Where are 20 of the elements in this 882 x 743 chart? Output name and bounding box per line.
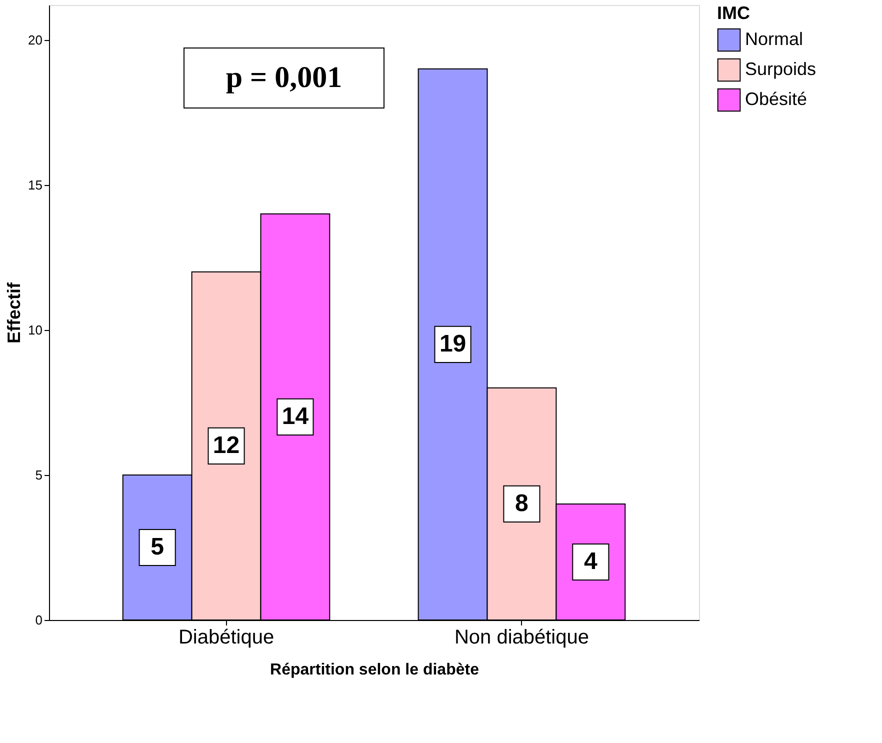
data-label: 8 — [515, 490, 528, 517]
legend-title: IMC — [717, 3, 750, 23]
x-axis-title: Répartition selon le diabète — [270, 662, 480, 678]
y-axis-title: Effectif — [4, 281, 24, 344]
y-tick-label: 5 — [35, 467, 42, 482]
legend-label: Normal — [745, 29, 804, 49]
annotation: p = 0,001 — [226, 61, 342, 94]
legend-label: Surpoids — [745, 59, 816, 79]
y-tick-label: 15 — [28, 177, 42, 192]
y-tick-label: 0 — [35, 612, 42, 628]
y-tick-label: 10 — [28, 322, 42, 338]
legend-label: Obésité — [745, 89, 808, 109]
data-label: 12 — [212, 432, 240, 459]
data-label: 5 — [150, 533, 164, 560]
x-tick-label: Non diabétique — [454, 626, 590, 648]
y-tick-label: 20 — [28, 32, 42, 48]
data-label: 4 — [584, 548, 598, 575]
data-label: 19 — [439, 330, 466, 358]
data-label: 14 — [282, 402, 310, 430]
x-tick-label: Diabétique — [178, 626, 274, 648]
